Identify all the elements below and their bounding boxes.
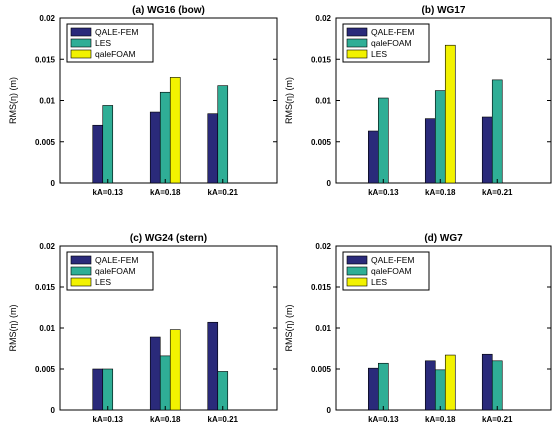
legend-swatch bbox=[346, 277, 368, 287]
bar bbox=[377, 97, 389, 184]
legend-swatch bbox=[70, 27, 92, 37]
bar bbox=[444, 44, 456, 184]
legend-label: QALE-FEM bbox=[371, 255, 414, 265]
legend-swatch bbox=[346, 49, 368, 59]
x-tick-label: kA=0.13 bbox=[368, 188, 399, 197]
legend-label: QALE-FEM bbox=[95, 27, 138, 37]
y-tick-label: 0.005 bbox=[311, 365, 332, 374]
y-axis-label: RMS(η) (m) bbox=[8, 305, 18, 352]
legend-label: LES bbox=[371, 277, 387, 287]
bar bbox=[207, 113, 219, 184]
legend-swatch bbox=[70, 38, 92, 48]
x-tick-label: kA=0.13 bbox=[368, 415, 399, 424]
y-tick-label: 0.01 bbox=[39, 97, 55, 106]
chart-title: (b) WG17 bbox=[422, 5, 466, 16]
legend-swatch bbox=[70, 277, 92, 287]
bar bbox=[169, 329, 181, 411]
y-tick-label: 0 bbox=[51, 406, 56, 415]
legend-swatch bbox=[346, 27, 368, 37]
y-tick-label: 0 bbox=[327, 179, 332, 188]
bar bbox=[102, 105, 114, 184]
x-tick-label: kA=0.18 bbox=[150, 415, 181, 424]
y-tick-label: 0.015 bbox=[35, 283, 56, 292]
bar bbox=[169, 77, 181, 184]
y-tick-label: 0.01 bbox=[315, 97, 331, 106]
y-tick-label: 0.015 bbox=[35, 55, 56, 64]
bar bbox=[92, 124, 104, 184]
bar bbox=[217, 85, 229, 184]
x-tick-label: kA=0.21 bbox=[482, 415, 513, 424]
y-axis-label: RMS(η) (m) bbox=[284, 305, 294, 352]
x-tick-label: kA=0.13 bbox=[93, 415, 124, 424]
bar bbox=[159, 355, 171, 411]
y-tick-label: 0.02 bbox=[39, 242, 55, 251]
y-tick-label: 0.01 bbox=[39, 324, 55, 333]
y-tick-label: 0.02 bbox=[315, 242, 331, 251]
chart-panel-3: (c) WG24 (stern) RMS(η) (m) 0 0.005 0.01 0.01… bbox=[8, 233, 278, 424]
legend-swatch bbox=[70, 255, 92, 265]
y-tick-label: 0.015 bbox=[311, 283, 332, 292]
y-tick-label: 0.005 bbox=[35, 365, 56, 374]
bar bbox=[367, 130, 379, 184]
y-tick-label: 0.01 bbox=[315, 324, 331, 333]
bar bbox=[217, 371, 229, 411]
legend-swatch bbox=[70, 266, 92, 276]
bar bbox=[424, 118, 436, 184]
bar bbox=[367, 367, 379, 411]
bar bbox=[149, 336, 161, 411]
y-tick-label: 0 bbox=[327, 406, 332, 415]
y-axis-label: RMS(η) (m) bbox=[8, 77, 18, 124]
bar bbox=[149, 111, 161, 184]
legend-label: qaleFOAM bbox=[371, 38, 412, 48]
legend-label: LES bbox=[371, 49, 387, 59]
legend-swatch bbox=[346, 255, 368, 265]
legend-label: qaleFOAM bbox=[95, 266, 136, 276]
x-tick-label: kA=0.18 bbox=[425, 415, 456, 424]
chart-panel-2: (b) WG17 RMS(η) (m) 0 0.005 0.01 0.015 0.02 kA=… bbox=[284, 5, 552, 197]
y-tick-label: 0.005 bbox=[35, 138, 56, 147]
bar bbox=[434, 90, 446, 184]
y-tick-label: 0.015 bbox=[311, 55, 332, 64]
legend-swatch bbox=[346, 38, 368, 48]
chart-title: (d) WG7 bbox=[424, 233, 463, 244]
legend-label: qaleFOAM bbox=[95, 49, 136, 59]
x-tick-label: kA=0.21 bbox=[208, 415, 239, 424]
legend-label: QALE-FEM bbox=[371, 27, 414, 37]
chart-panel-4: (d) WG7 RMS(η) (m) 0 0.005 0.01 0.015 0.02 kA=0… bbox=[284, 233, 552, 424]
bar bbox=[207, 321, 219, 411]
y-tick-label: 0.02 bbox=[39, 14, 55, 23]
x-tick-label: kA=0.18 bbox=[150, 188, 181, 197]
legend-label: qaleFOAM bbox=[371, 266, 412, 276]
x-tick-label: kA=0.18 bbox=[425, 188, 456, 197]
legend-label: LES bbox=[95, 38, 111, 48]
y-tick-label: 0.02 bbox=[315, 14, 331, 23]
bar bbox=[159, 91, 171, 184]
bar bbox=[92, 368, 104, 411]
legend-swatch bbox=[346, 266, 368, 276]
bar bbox=[424, 360, 436, 411]
y-tick-label: 0.005 bbox=[311, 138, 332, 147]
bar bbox=[444, 354, 456, 411]
bar bbox=[481, 353, 493, 411]
chart-panel-1: (a) WG16 (bow) RMS(η) (m) 0 0.005 0.01 0.015 0… bbox=[8, 5, 278, 197]
legend-swatch bbox=[70, 49, 92, 59]
bar bbox=[481, 116, 493, 184]
x-tick-label: kA=0.13 bbox=[93, 188, 124, 197]
x-tick-label: kA=0.21 bbox=[482, 188, 513, 197]
bar bbox=[491, 79, 503, 184]
y-tick-label: 0 bbox=[51, 179, 56, 188]
bar bbox=[102, 368, 114, 411]
chart-title: (a) WG16 (bow) bbox=[132, 5, 205, 16]
chart-title: (c) WG24 (stern) bbox=[130, 233, 207, 244]
x-tick-label: kA=0.21 bbox=[208, 188, 239, 197]
bar bbox=[434, 369, 446, 411]
y-axis-label: RMS(η) (m) bbox=[284, 77, 294, 124]
bar bbox=[491, 360, 503, 411]
legend-label: LES bbox=[95, 277, 111, 287]
bar bbox=[377, 362, 389, 411]
legend-label: QALE-FEM bbox=[95, 255, 138, 265]
